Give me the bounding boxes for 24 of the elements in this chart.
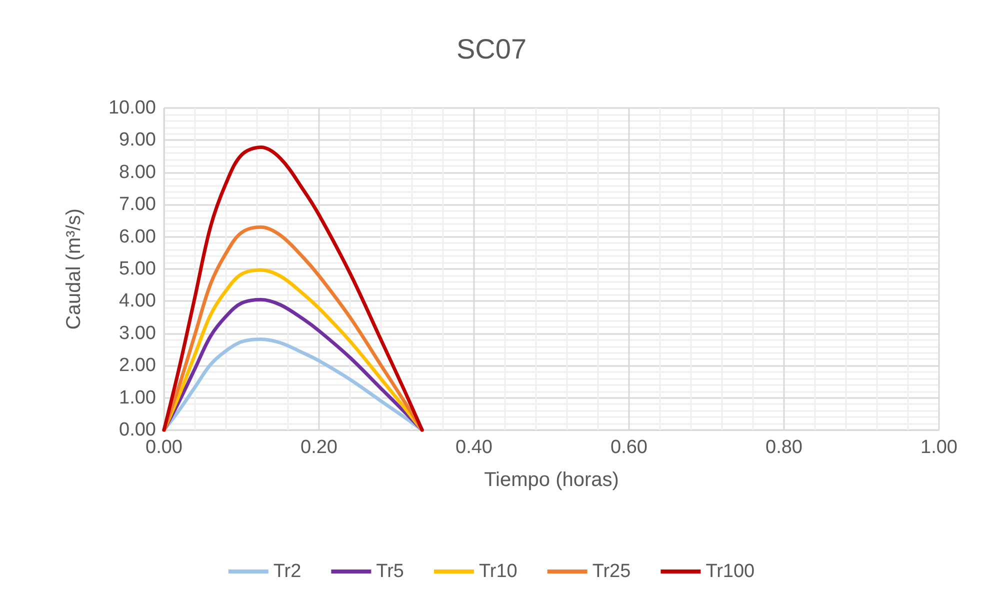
- y-tick-label: 9.00: [119, 130, 156, 151]
- x-tick-label: 0.40: [456, 437, 492, 458]
- y-axis-title: Caudal (m³/s): [63, 208, 85, 330]
- x-tick-label: 0.80: [766, 437, 802, 458]
- line-series: [162, 146, 424, 432]
- legend-label: Tr100: [706, 561, 755, 582]
- y-tick-label: 4.00: [119, 290, 156, 312]
- y-tick-label: 6.00: [119, 226, 156, 248]
- y-tick-label: 2.00: [119, 355, 156, 376]
- x-tick-label: 1.00: [920, 437, 958, 458]
- x-tick-label: 0.60: [610, 437, 648, 458]
- y-tick-label: 7.00: [119, 194, 156, 216]
- legend-label: Tr10: [478, 561, 518, 582]
- legend-label: Tr2: [273, 561, 302, 582]
- y-tick-label: 10.00: [108, 98, 156, 118]
- y-tick-label: 1.00: [119, 387, 156, 408]
- y-tick-label: 3.00: [119, 322, 156, 344]
- legend-label: Tr5: [376, 561, 404, 582]
- chart-title: SC07: [456, 34, 527, 64]
- y-tick-label: 5.00: [119, 258, 156, 280]
- legend-label: Tr25: [592, 561, 631, 582]
- x-tick-label: 0.20: [300, 437, 338, 458]
- y-tick-label: 8.00: [119, 162, 156, 183]
- x-axis-title: Tiempo (horas): [484, 469, 619, 491]
